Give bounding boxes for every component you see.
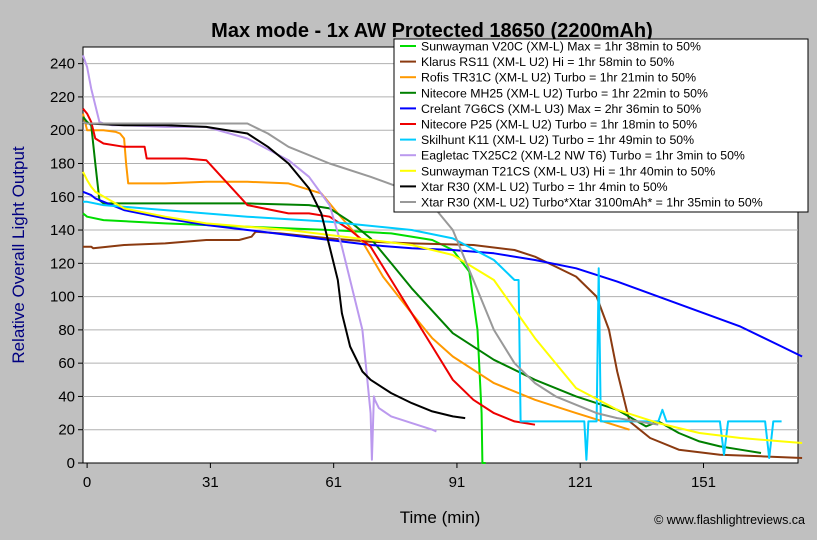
series-line-4: [82, 190, 803, 358]
x-tick-label: 91: [449, 474, 466, 491]
legend-box: [393, 38, 809, 213]
copyright-text: © www.flashlightreviews.ca: [654, 513, 805, 527]
x-tick-label: 0: [83, 474, 91, 491]
x-tick-layer: 0 31 61 91 121 151: [83, 463, 716, 491]
legend-label: Xtar R30 (XM-L U2) Turbo = 1hr 4min to 5…: [421, 180, 668, 194]
series-line-6: [83, 200, 782, 461]
y-axis-label: Relative Overall Light Output: [9, 146, 28, 364]
legend-label: Sunwayman T21CS (XM-L U3) Hi = 1hr 40min…: [421, 164, 715, 178]
y-tick-layer: 0 20 40 60 80 100 120 140 160 180 200 220 240: [50, 56, 83, 472]
y-tick-label: 80: [58, 322, 75, 339]
x-tick-label: 61: [325, 474, 342, 491]
legend-label: Eagletac TX25C2 (XM-L2 NW T6) Turbo = 1h…: [421, 149, 745, 163]
x-tick-label: 31: [202, 474, 219, 491]
series-line-2: [82, 113, 630, 431]
legend-label: Xtar R30 (XM-L U2) Turbo*Xtar 3100mAh* =…: [421, 196, 763, 210]
series-line-8: [82, 171, 803, 444]
y-tick-label: 20: [58, 422, 75, 439]
series-line-1: [83, 230, 803, 459]
y-tick-label: 160: [50, 189, 75, 206]
legend-label: Nitecore MH25 (XM-L U2) Turbo = 1hr 22mi…: [421, 86, 708, 100]
series-line-9: [82, 120, 466, 420]
legend-label: Skilhunt K11 (XM-L U2) Turbo = 1hr 49min…: [421, 133, 694, 147]
y-tick-label: 60: [58, 355, 75, 372]
y-tick-label: 100: [50, 289, 75, 306]
legend-label: Rofis TR31C (XM-L U2) Turbo = 1hr 21min …: [421, 71, 696, 85]
y-tick-label: 220: [50, 89, 75, 106]
series-line-0: [82, 212, 486, 464]
chart-title: Max mode - 1x AW Protected 18650 (2200mA…: [211, 20, 653, 42]
y-tick-label: 40: [58, 388, 75, 405]
y-tick-label: 180: [50, 155, 75, 172]
series-line-5: [82, 107, 536, 426]
y-tick-label: 120: [50, 255, 75, 272]
legend-label: Crelant 7G6CS (XM-L U3) Max = 2hr 36min …: [421, 102, 701, 116]
y-tick-label: 140: [50, 222, 75, 239]
legend-label: Klarus RS11 (XM-L U2) Hi = 1hr 58min to …: [421, 55, 674, 69]
series-line-7: [82, 54, 437, 461]
x-tick-label: 121: [568, 474, 593, 491]
legend-items: Sunwayman V20C (XM-L) Max = 1hr 38min to…: [400, 40, 763, 210]
y-tick-label: 200: [50, 122, 75, 139]
legend-label: Sunwayman V20C (XM-L) Max = 1hr 38min to…: [421, 40, 701, 54]
legend-label: Nitecore P25 (XM-L U2) Turbo = 1hr 18min…: [421, 118, 697, 132]
legend: Sunwayman V20C (XM-L) Max = 1hr 38min to…: [393, 38, 809, 213]
y-tick-label: 240: [50, 56, 75, 73]
x-tick-label: 151: [691, 474, 716, 491]
y-tick-label: 0: [67, 455, 75, 472]
x-axis-label: Time (min): [400, 508, 481, 527]
